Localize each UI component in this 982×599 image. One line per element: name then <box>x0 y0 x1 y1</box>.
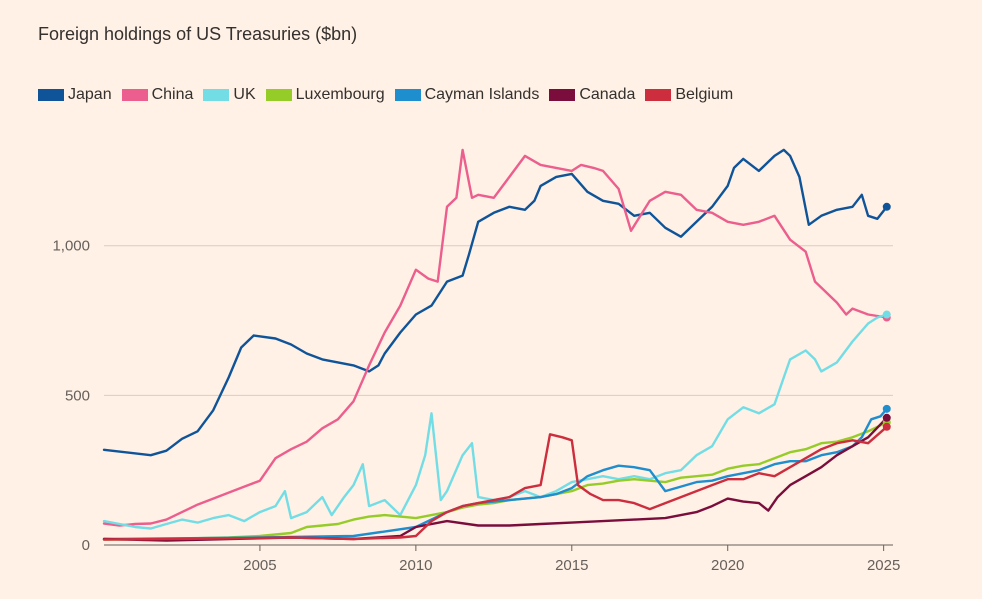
y-tick-label: 500 <box>65 387 90 404</box>
x-tick-label: 2025 <box>867 557 900 574</box>
legend-swatch-belgium <box>645 89 672 101</box>
y-axis: 0 500 1,000 <box>52 238 90 554</box>
series-lines <box>102 148 888 542</box>
legend-label-japan: Japan <box>68 86 112 103</box>
legend-label-luxembourg: Luxembourg <box>295 86 385 103</box>
y-tick-label: 1,000 <box>52 238 90 255</box>
legend-swatch-cayman-islands <box>394 89 421 101</box>
chart-title: Foreign holdings of US Treasuries ($bn) <box>38 24 358 44</box>
x-tick-label: 2015 <box>555 557 588 574</box>
legend-swatch-uk <box>203 89 230 101</box>
legend-item-cayman-islands: Cayman Islands <box>394 86 540 104</box>
legend-label-uk: UK <box>233 86 256 103</box>
x-tick-label: 2010 <box>399 557 432 574</box>
legend-item-luxembourg: Luxembourg <box>265 86 385 104</box>
series-line-japan <box>102 148 888 457</box>
series-endpoint-uk <box>882 310 891 319</box>
x-axis: 2005 2010 2015 2020 2025 <box>243 545 900 574</box>
legend: Japan China UK Luxembourg Cayman Islands… <box>38 86 743 104</box>
series-line-china <box>102 148 888 527</box>
series-endpoint-belgium <box>882 422 891 431</box>
legend-label-cayman-islands: Cayman Islands <box>424 86 540 103</box>
legend-swatch-luxembourg <box>265 89 292 101</box>
legend-swatch-china <box>121 89 148 101</box>
legend-item-canada: Canada <box>549 86 635 104</box>
legend-item-belgium: Belgium <box>645 86 733 104</box>
legend-item-uk: UK <box>203 86 256 104</box>
series-endpoint-japan <box>882 202 891 211</box>
y-tick-label: 0 <box>82 537 90 554</box>
series-endpoint-cayman-islands <box>882 404 891 413</box>
series-endpoint-canada <box>882 413 891 422</box>
series-line-canada <box>102 416 888 542</box>
legend-label-china: China <box>151 86 194 103</box>
legend-swatch-canada <box>549 89 576 101</box>
x-tick-label: 2020 <box>711 557 744 574</box>
series-line-cayman-islands <box>102 407 888 541</box>
series-line-belgium <box>102 425 888 541</box>
legend-item-china: China <box>121 86 194 104</box>
series-endpoints <box>882 202 891 431</box>
gridlines <box>104 245 893 546</box>
legend-label-belgium: Belgium <box>675 86 734 103</box>
series-line-uk <box>102 313 888 530</box>
legend-label-canada: Canada <box>579 86 636 103</box>
series-line-luxembourg <box>102 421 888 541</box>
legend-item-japan: Japan <box>38 86 112 104</box>
legend-swatch-japan <box>38 89 64 101</box>
x-tick-label: 2005 <box>243 557 276 574</box>
